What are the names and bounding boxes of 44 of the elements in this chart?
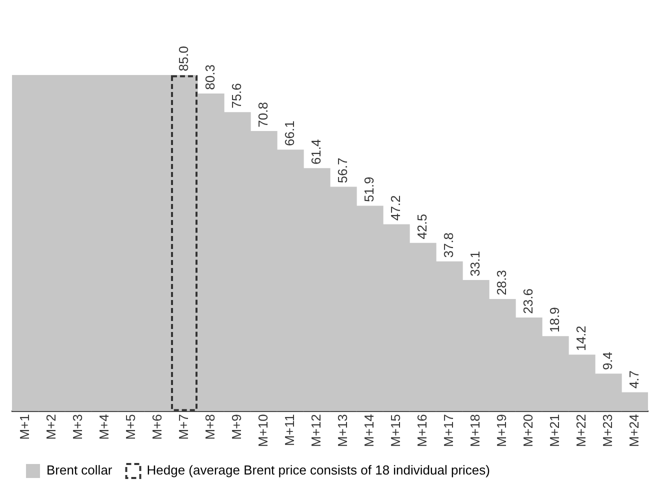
legend-label: Brent collar (46, 462, 113, 478)
x-tick-label: M+13 (334, 414, 350, 448)
data-label: 61.4 (308, 139, 324, 165)
data-label: 47.2 (388, 195, 403, 221)
data-label: 75.6 (228, 83, 244, 108)
data-label: 33.1 (467, 251, 482, 276)
x-tick-label: M+8 (202, 414, 218, 440)
data-label: 85.0 (176, 46, 191, 72)
data-label: 66.1 (282, 120, 297, 146)
x-tick-label: M+11 (282, 414, 297, 446)
data-label: 42.5 (414, 214, 430, 240)
data-label: 56.7 (334, 158, 350, 184)
x-tick-label: M+22 (573, 414, 588, 448)
data-label: 18.9 (546, 307, 562, 332)
data-label: 14.2 (573, 326, 588, 352)
x-tick-label: M+24 (626, 414, 642, 448)
data-label: 37.8 (440, 232, 456, 258)
x-tick-label: M+1 (16, 414, 32, 440)
x-tick-label: M+23 (600, 414, 615, 448)
x-tick-label: M+2 (43, 414, 58, 440)
data-label: 70.8 (255, 102, 270, 128)
x-tick-label: M+15 (388, 414, 403, 448)
x-tick-label: M+12 (308, 414, 324, 448)
x-tick-label: M+20 (520, 414, 536, 448)
x-tick-label: M+6 (149, 414, 164, 440)
data-label: 9.4 (600, 352, 615, 370)
x-tick-label: M+5 (122, 414, 138, 440)
data-label: 51.9 (361, 176, 376, 202)
x-tick-label: M+17 (440, 414, 456, 448)
x-tick-label: M+4 (96, 414, 112, 440)
data-label: 4.7 (626, 370, 642, 389)
x-tick-label: M+7 (176, 414, 191, 440)
x-tick-label: M+16 (414, 414, 430, 448)
data-label: 23.6 (520, 288, 536, 314)
x-tick-label: M+9 (228, 414, 244, 440)
data-label: 80.3 (202, 64, 218, 90)
x-tick-label: M+19 (494, 414, 509, 448)
x-tick-label: M+10 (255, 414, 270, 448)
x-tick-label: M+3 (70, 414, 85, 440)
data-label: 28.3 (494, 270, 509, 296)
x-tick-label: M+14 (361, 414, 376, 448)
x-tick-label: M+18 (467, 414, 482, 448)
legend-label: Hedge (average Brent price consists of 18 individual prices) (146, 462, 490, 478)
x-tick-label: M+21 (546, 414, 562, 448)
